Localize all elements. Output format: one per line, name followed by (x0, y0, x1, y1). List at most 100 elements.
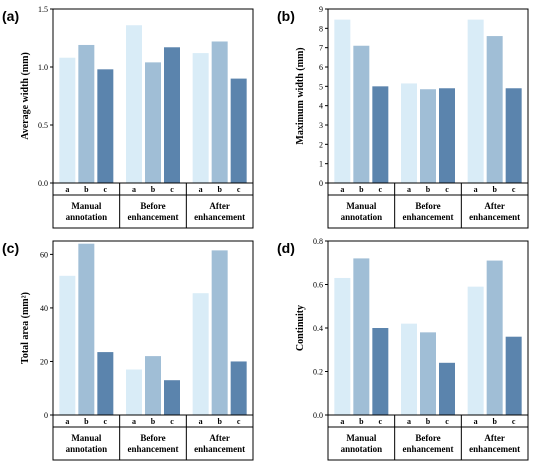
bar-after-enhancement-c (505, 88, 522, 183)
bar-manual-annotation-b (78, 243, 95, 415)
group-label: Manual (346, 201, 377, 211)
panel-label: (d) (277, 240, 295, 256)
category-label: c (512, 185, 516, 194)
group-table (52, 194, 254, 229)
bar-after-enhancement-c (230, 78, 247, 183)
y-tick-label: 1.0 (38, 63, 48, 72)
bar-manual-annotation-b (78, 44, 95, 184)
bar-after-enhancement-a (192, 53, 209, 183)
category-label: a (199, 417, 203, 426)
group-label: enhancement (194, 212, 245, 222)
bar-after-enhancement-b (211, 250, 228, 415)
category-label: a (474, 417, 478, 426)
category-label: c (170, 417, 174, 426)
group-label: enhancement (469, 444, 520, 454)
category-label: b (426, 185, 431, 194)
category-label: b (151, 185, 156, 194)
category-label: a (132, 417, 136, 426)
group-label: Before (140, 201, 165, 211)
bar-before-enhancement-c (164, 47, 180, 183)
group-label: Manual (346, 433, 377, 443)
bar-after-enhancement-b (486, 36, 503, 183)
bar-before-enhancement-b (145, 62, 161, 183)
group-table (52, 426, 254, 461)
panel-label: (b) (277, 8, 295, 24)
category-label: a (340, 185, 344, 194)
bar-before-enhancement-a (126, 369, 142, 415)
bar-manual-annotation-a (334, 277, 351, 415)
bar-after-enhancement-a (192, 293, 209, 415)
category-label: b (84, 185, 89, 194)
y-tick-label: 0.0 (38, 179, 48, 188)
category-label: c (237, 185, 241, 194)
y-axis-label: Total area (mm²) (20, 292, 31, 364)
group-label: After (484, 201, 504, 211)
y-tick-label: 0.6 (313, 281, 323, 290)
y-tick-label: 7 (319, 44, 323, 53)
chart-panel-2: (b) Maximum width (mm) 0 1 2 3 4 5 6 7 8 9 a b c a b c a b c… (277, 5, 529, 229)
y-tick-label: 5 (319, 82, 323, 91)
group-label: enhancement (469, 212, 520, 222)
bar-before-enhancement-a (401, 323, 417, 415)
bar-manual-annotation-a (59, 275, 76, 415)
category-label: b (359, 417, 364, 426)
group-label: After (484, 433, 504, 443)
y-tick-label: 3 (319, 121, 323, 130)
y-axis-label: Maximum width (mm) (295, 47, 306, 144)
bar-before-enhancement-b (420, 89, 436, 183)
bar-manual-annotation-a (59, 57, 76, 183)
bar-before-enhancement-c (439, 88, 455, 183)
bar-manual-annotation-c (372, 86, 389, 183)
y-tick-label: 0.8 (313, 237, 323, 246)
category-label: c (104, 417, 108, 426)
category-label: a (132, 185, 136, 194)
category-label: c (170, 185, 174, 194)
group-label: Before (140, 433, 165, 443)
bar-manual-annotation-a (334, 19, 351, 184)
y-tick-label: 60 (40, 250, 48, 259)
y-tick-label: 0.5 (38, 121, 48, 130)
bar-after-enhancement-b (211, 41, 228, 184)
y-axis-label: Continuity (295, 305, 306, 351)
category-label: c (237, 417, 241, 426)
y-tick-label: 2 (319, 140, 323, 149)
group-label: annotation (341, 444, 383, 454)
bar-manual-annotation-c (97, 69, 114, 183)
bar-after-enhancement-b (486, 260, 503, 415)
category-label: c (445, 185, 449, 194)
y-tick-label: 1 (319, 160, 323, 169)
chart-panel-1: (a) Average width (mm) 0.0 0.5 1.0 1.5 a b c a b c a… (2, 5, 254, 229)
y-tick-label: 40 (40, 304, 48, 313)
group-label: enhancement (403, 212, 454, 222)
bar-manual-annotation-b (353, 45, 370, 183)
category-label: c (445, 417, 449, 426)
bar-manual-annotation-b (353, 258, 370, 415)
bar-after-enhancement-c (505, 336, 522, 415)
group-table (327, 426, 529, 461)
group-label: Manual (71, 433, 102, 443)
y-tick-label: 6 (319, 63, 323, 72)
group-label: After (209, 201, 229, 211)
category-label: c (379, 185, 383, 194)
y-tick-label: 9 (319, 5, 323, 14)
category-label: a (407, 185, 411, 194)
bar-before-enhancement-a (126, 25, 142, 183)
category-label: b (84, 417, 89, 426)
category-label: c (512, 417, 516, 426)
category-label: b (426, 417, 431, 426)
bar-after-enhancement-a (467, 19, 484, 184)
category-label: a (199, 185, 203, 194)
category-label: b (217, 185, 222, 194)
category-label: b (492, 185, 497, 194)
y-axis-label: Average width (mm) (20, 52, 31, 140)
category-label: a (474, 185, 478, 194)
panel-label: (a) (2, 8, 19, 24)
y-tick-label: 8 (319, 24, 323, 33)
bar-manual-annotation-c (97, 352, 114, 415)
y-tick-label: 1.5 (38, 5, 48, 14)
group-table (327, 194, 529, 229)
bar-after-enhancement-c (230, 361, 247, 415)
category-label: a (65, 417, 69, 426)
bar-after-enhancement-a (467, 286, 484, 415)
